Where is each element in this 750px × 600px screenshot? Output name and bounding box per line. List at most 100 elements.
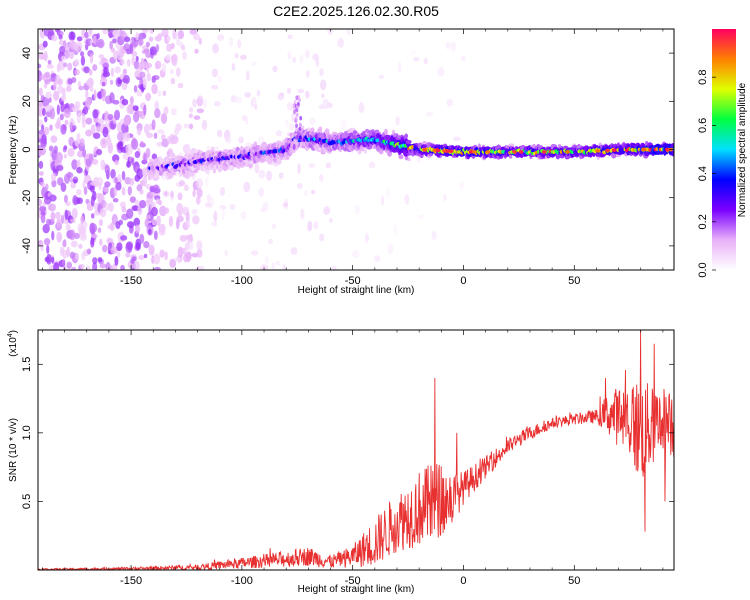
spectrogram-noise-cell [133, 60, 140, 70]
spectrogram-band-cell [670, 143, 674, 148]
spectrogram-noise-cell [443, 193, 447, 202]
spectrogram-noise-cell [204, 202, 213, 208]
spectrogram-noise-cell [368, 161, 376, 169]
spectrogram-noise-cell [186, 220, 191, 229]
spectrogram-noise-cell [213, 101, 221, 107]
spectrogram-noise-cell [46, 64, 54, 69]
spectrogram-image [38, 29, 674, 270]
spectrogram-noise-cell [131, 157, 135, 166]
spectrogram-noise-cell [40, 211, 46, 216]
spectrogram-noise-cell [413, 56, 420, 62]
spectrogram-noise-cell [158, 200, 162, 206]
spectrogram-noise-cell [102, 29, 110, 35]
spectrogram-noise-cell [177, 192, 183, 201]
spectrogram-noise-cell [161, 224, 165, 233]
spectrogram-noise-cell [72, 194, 78, 206]
spectrogram-peak-cell [512, 150, 517, 154]
spectrogram-noise-cell [258, 187, 264, 197]
spectrogram-noise-cell [98, 182, 102, 191]
spectrogram-noise-cell [64, 209, 69, 221]
spectrogram-noise-cell [92, 64, 98, 72]
spectrogram-noise-cell [122, 68, 128, 75]
spectrogram-noise-cell [76, 36, 83, 42]
spectrogram-noise-cell [296, 183, 303, 190]
spectrogram-noise-cell [48, 203, 57, 212]
spectrogram-noise-cell [65, 86, 72, 92]
spectrogram-noise-cell [287, 51, 292, 60]
spectrogram-noise-cell [116, 251, 121, 258]
spectrogram-noise-cell [148, 244, 155, 256]
spectrogram-noise-cell [240, 210, 247, 221]
spectrogram-noise-cell [153, 132, 158, 139]
spectrogram-x-tick-label: -100 [231, 275, 253, 287]
spectrogram-spike-cell [294, 140, 298, 145]
spectrogram-noise-cell [76, 197, 83, 205]
spectrogram-noise-cell [70, 240, 78, 248]
spectrogram-noise-cell [85, 129, 93, 137]
spectrogram-noise-cell [183, 184, 189, 192]
spectrogram-noise-cell [374, 255, 381, 262]
spectrogram-noise-cell [164, 207, 170, 214]
spectrogram-noise-cell [358, 102, 365, 113]
spectrogram-noise-cell [40, 139, 47, 149]
spectrogram-noise-cell [42, 40, 48, 48]
spectrogram-noise-cell [97, 118, 104, 125]
spectrogram-noise-cell [160, 112, 168, 125]
spectrogram-peak-cell [595, 149, 600, 153]
snr-panel: -150 -100 -50 0 50 0.5 1.0 1.5 Height of strai… [7, 329, 675, 595]
spectrogram-noise-cell [82, 180, 86, 189]
spectrogram-band-cell [327, 148, 333, 152]
spectrogram-noise-cell [38, 160, 44, 169]
spectrogram-noise-cell [81, 112, 86, 124]
spectrogram-noise-cell [51, 256, 55, 264]
snr-y-axis-label: SNR (10 * v/v) [8, 418, 19, 482]
spectrogram-spike-cell [295, 135, 299, 140]
spectrogram-noise-cell [351, 250, 360, 258]
spectrogram-noise-cell [143, 153, 147, 164]
spectrogram-noise-cell [135, 224, 141, 234]
spectrogram-noise-cell [288, 122, 295, 131]
spectrogram-noise-cell [364, 233, 369, 243]
spectrogram-peak-cell [422, 148, 428, 152]
spectrogram-y-ticks: -40 -20 0 20 40 [21, 47, 674, 254]
spectrogram-spike-cell [293, 110, 296, 115]
spectrogram-noise-cell [117, 78, 122, 85]
spectrogram-noise-cell [76, 167, 83, 174]
spectrogram-noise-cell [70, 182, 77, 189]
spectrogram-noise-cell [84, 97, 92, 107]
spectrogram-noise-cell [136, 89, 143, 97]
spectrogram-noise-cell [304, 189, 308, 197]
spectrogram-noise-cell [170, 108, 177, 116]
spectrogram-noise-cell [89, 183, 95, 193]
spectrogram-noise-cell [39, 205, 47, 213]
spectrogram-band-cell [357, 150, 362, 155]
spectrogram-noise-cell [194, 48, 199, 54]
spectrogram-noise-cell [100, 57, 107, 62]
spectrogram-noise-cell [52, 82, 57, 91]
spectrogram-panel: -150 -100 -50 0 50 -40 -20 0 20 40 Height of str… [8, 28, 675, 296]
spectrogram-noise-cell [85, 90, 89, 100]
spectrogram-noise-cell [192, 98, 197, 108]
spectrogram-noise-cell [308, 163, 316, 169]
spectrogram-noise-cell [56, 164, 64, 171]
spectrogram-noise-cell [136, 127, 142, 136]
spectrogram-noise-cell [129, 196, 136, 204]
spectrogram-noise-cell [182, 51, 187, 61]
spectrogram-noise-cell [340, 120, 347, 131]
spectrogram-noise-cell [271, 262, 275, 270]
spectrogram-noise-cell [48, 145, 54, 152]
spectrogram-noise-cell [134, 151, 141, 159]
spectrogram-noise-cell [159, 205, 167, 217]
spectrogram-noise-cell [205, 176, 209, 187]
spectrogram-noise-cell [181, 44, 186, 51]
spectrogram-noise-cell [90, 213, 95, 219]
snr-y-ticks: 0.5 1.0 1.5 [21, 357, 674, 509]
spectrogram-noise-cell [38, 171, 44, 176]
spectrogram-spike-cell [295, 123, 298, 128]
spectrogram-noise-cell [185, 173, 191, 180]
spectrogram-noise-cell [80, 51, 85, 57]
spectrogram-noise-cell [72, 125, 77, 131]
spectrogram-noise-cell [47, 59, 52, 65]
spectrogram-noise-cell [211, 221, 218, 227]
spectrogram-noise-cell [139, 188, 144, 195]
